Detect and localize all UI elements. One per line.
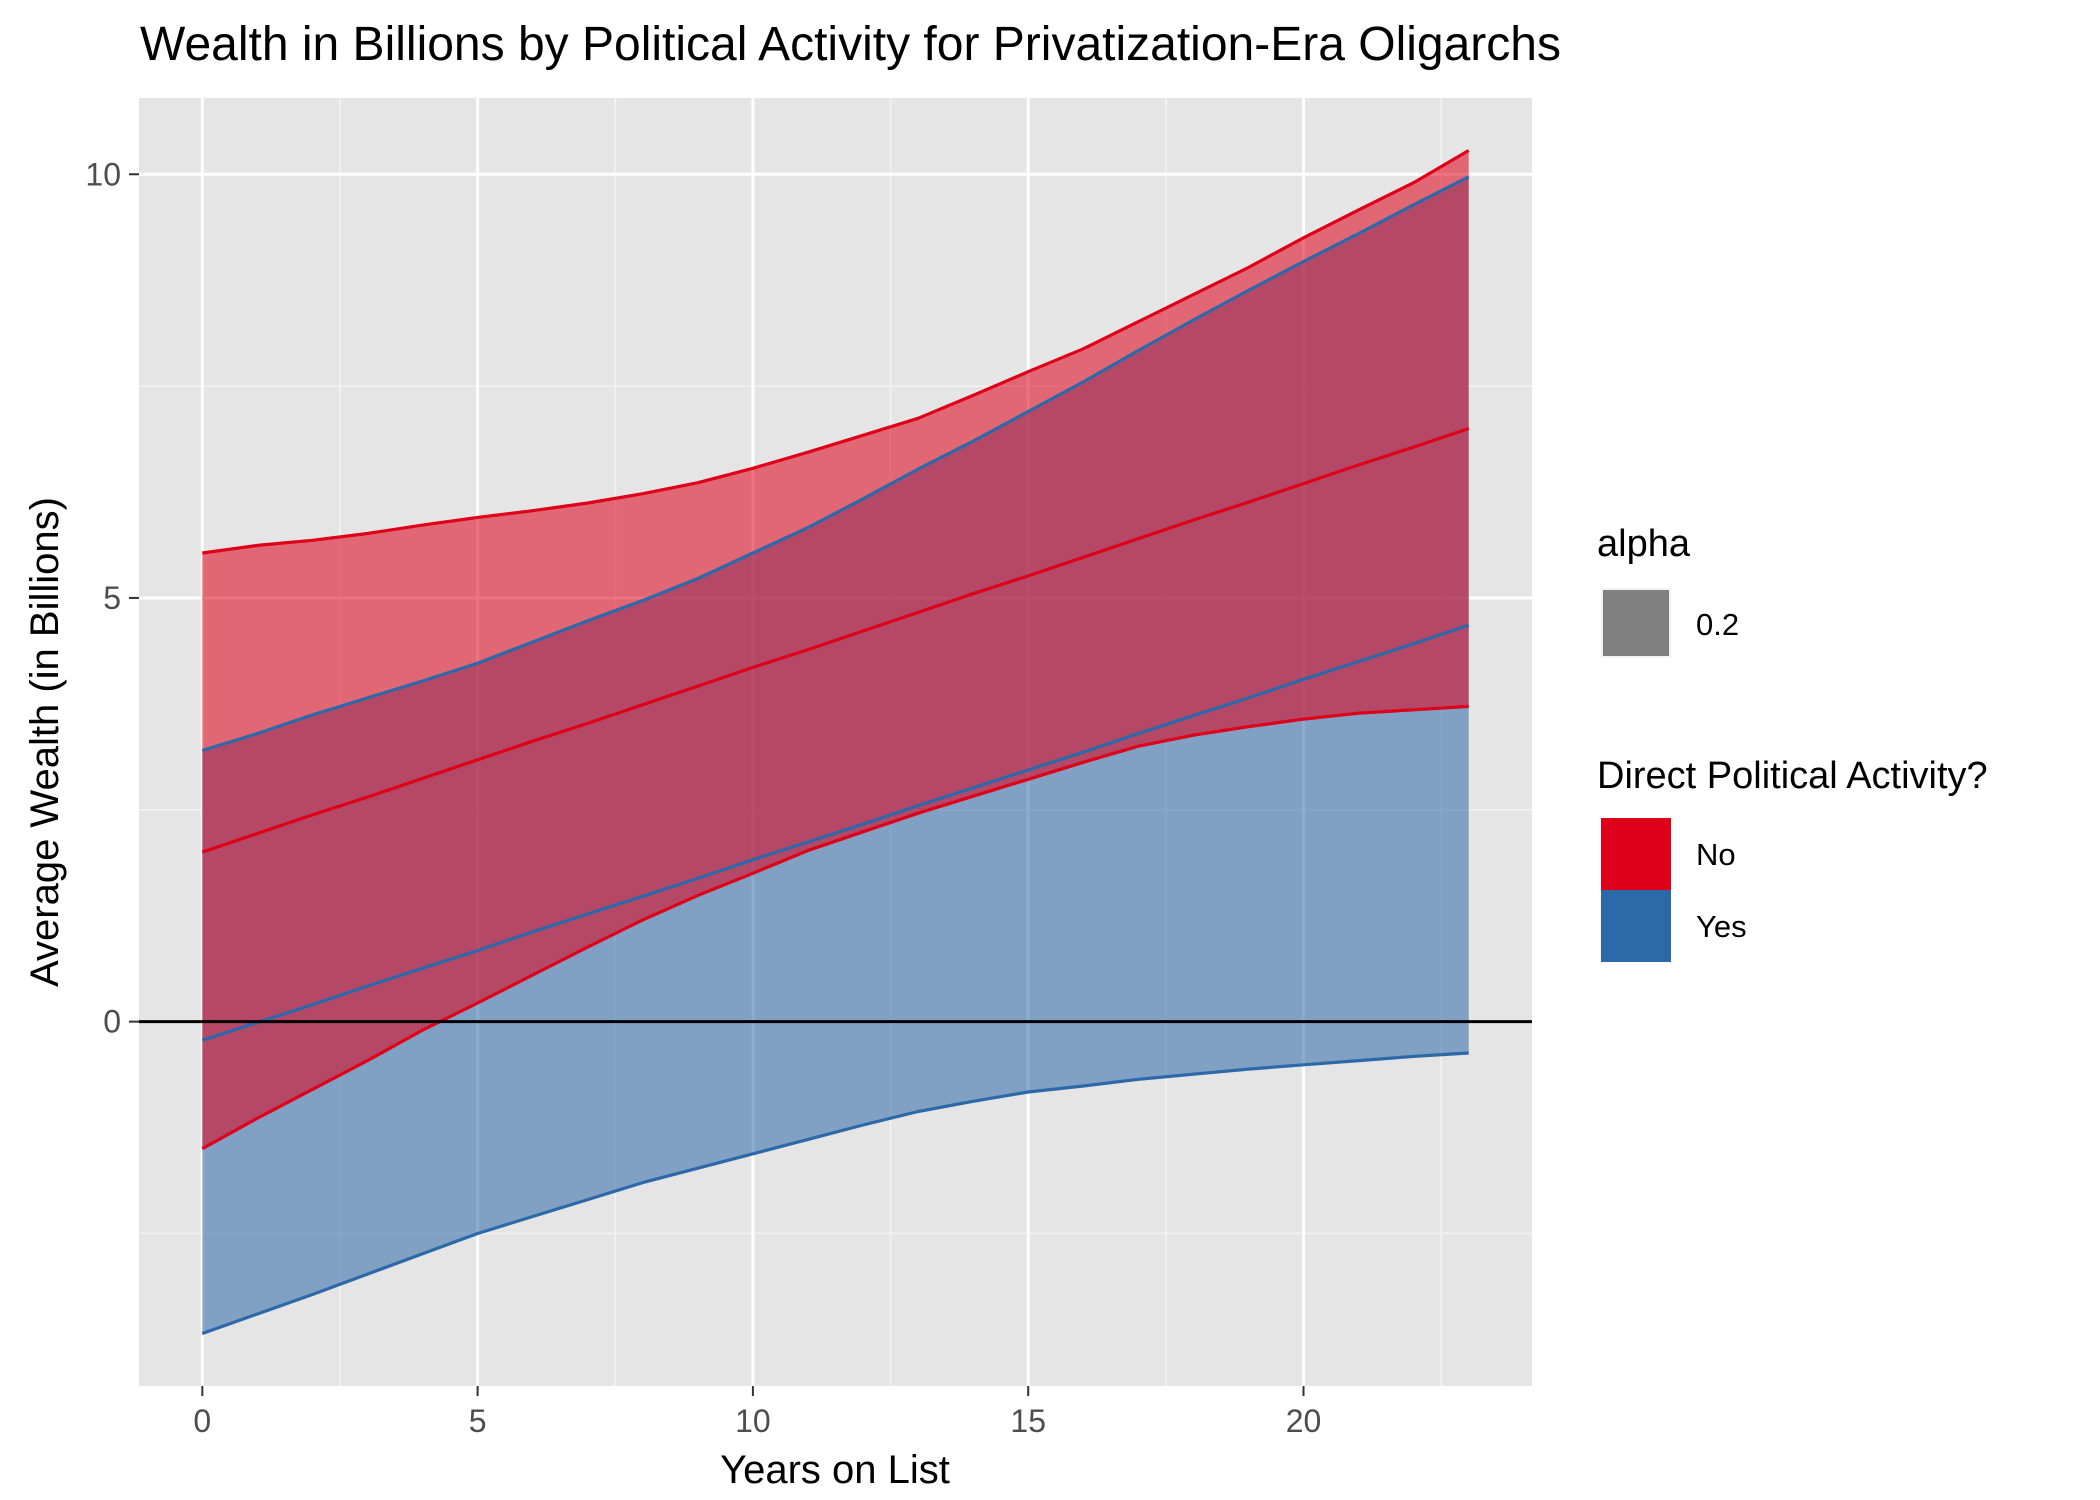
x-tick-label: 0 [193, 1403, 211, 1439]
legend-label-no: No [1696, 837, 1736, 872]
x-tick-label: 15 [1010, 1403, 1046, 1439]
legend-key-no [1601, 818, 1671, 890]
y-tick-label: 0 [103, 1004, 121, 1040]
line-no-upper [202, 149, 1470, 555]
y-axis-ticks: 0 5 10 [85, 156, 139, 1040]
x-axis-ticks: 0 5 10 15 20 [193, 1386, 1321, 1439]
legend-label-alpha: 0.2 [1696, 607, 1739, 642]
line-yes-mean [201, 623, 1470, 1042]
y-tick-label: 10 [85, 156, 121, 192]
legend-title-alpha: alpha [1597, 523, 1691, 565]
line-yes-upper [201, 175, 1470, 753]
legend-label-yes: Yes [1696, 909, 1747, 944]
line-no-mean [201, 426, 1470, 854]
legend-title-activity: Direct Political Activity? [1597, 755, 1988, 797]
legend-key-yes [1601, 890, 1671, 962]
x-tick-label: 5 [469, 1403, 487, 1439]
x-axis-title: Years on List [720, 1448, 950, 1492]
legend-key-alpha [1603, 590, 1669, 656]
x-tick-label: 20 [1286, 1403, 1322, 1439]
y-tick-label: 5 [103, 580, 121, 616]
confidence-ribbons [202, 150, 1469, 1334]
y-axis-title: Average Wealth (in Billions) [23, 497, 67, 987]
x-tick-label: 10 [735, 1403, 771, 1439]
line-yes-lower [201, 1051, 1469, 1336]
series-lines [201, 149, 1470, 1336]
ribbon-no [202, 150, 1469, 1149]
chart-title: Wealth in Billions by Political Activity… [140, 18, 1561, 71]
legend: alpha 0.2 Direct Political Activity? No Yes [1597, 523, 1988, 962]
line-no-lower [201, 704, 1469, 1151]
